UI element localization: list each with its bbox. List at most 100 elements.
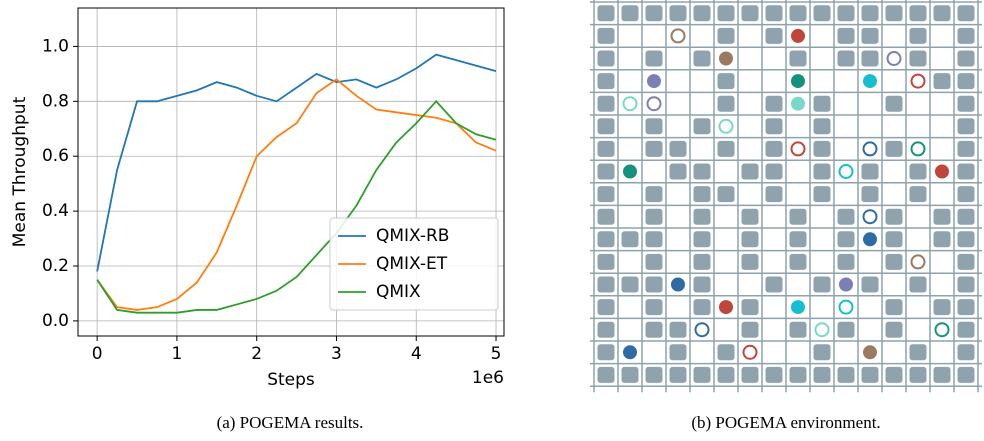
caption: (b) POGEMA environment. (691, 413, 880, 432)
obstacle (813, 5, 831, 22)
obstacle (693, 186, 711, 203)
obstacle (957, 5, 975, 22)
obstacle (861, 186, 879, 203)
obstacle (669, 5, 687, 22)
y-tick-label: 0.6 (42, 146, 69, 166)
target (838, 299, 854, 315)
obstacle (933, 299, 951, 316)
obstacle (669, 163, 687, 180)
x-tick-label: 2 (251, 344, 262, 364)
obstacle (741, 163, 759, 180)
obstacle (909, 5, 927, 22)
obstacle (693, 366, 711, 383)
obstacle (597, 118, 615, 135)
obstacle (957, 231, 975, 248)
obstacle (885, 140, 903, 157)
obstacle (957, 276, 975, 293)
agent (647, 74, 661, 89)
target (694, 322, 710, 338)
y-axis-label: Mean Throughput (10, 96, 30, 247)
obstacle (957, 321, 975, 338)
obstacle (813, 186, 831, 203)
obstacle (645, 118, 663, 135)
obstacle (741, 231, 759, 248)
obstacle (957, 366, 975, 383)
obstacle (813, 163, 831, 180)
obstacle (765, 276, 783, 293)
target (814, 322, 830, 338)
obstacle (645, 321, 663, 338)
obstacle (837, 231, 855, 248)
obstacle (597, 27, 615, 44)
obstacle (933, 231, 951, 248)
obstacle (957, 140, 975, 157)
obstacle (789, 321, 807, 338)
obstacle (789, 366, 807, 383)
agent (791, 96, 805, 111)
y-tick-label: 0.8 (42, 91, 69, 111)
obstacle (621, 231, 639, 248)
obstacle (621, 366, 639, 383)
obstacle (597, 140, 615, 157)
line (96, 53, 497, 272)
obstacle (645, 299, 663, 316)
obstacle (645, 50, 663, 67)
obstacle (765, 186, 783, 203)
obstacle (597, 186, 615, 203)
obstacle (717, 5, 735, 22)
obstacle (909, 186, 927, 203)
obstacle (717, 186, 735, 203)
obstacle (645, 253, 663, 270)
obstacle (717, 95, 735, 112)
legend-label: QMIX-ET (376, 254, 448, 274)
obstacle (813, 276, 831, 293)
obstacle (813, 95, 831, 112)
obstacle (885, 208, 903, 225)
obstacle (597, 231, 615, 248)
obstacle (885, 253, 903, 270)
obstacle (885, 366, 903, 383)
obstacle (645, 366, 663, 383)
obstacle (597, 5, 615, 22)
obstacle (597, 344, 615, 361)
obstacle (597, 366, 615, 383)
obstacle (741, 321, 759, 338)
obstacle (957, 208, 975, 225)
obstacle (861, 50, 879, 67)
agent (623, 164, 637, 179)
obstacle (789, 5, 807, 22)
obstacle (765, 366, 783, 383)
obstacle (645, 276, 663, 293)
obstacle (813, 344, 831, 361)
line (96, 78, 497, 311)
agent (623, 345, 637, 360)
obstacle (741, 366, 759, 383)
obstacle (933, 73, 951, 90)
target (718, 118, 734, 134)
obstacle (909, 163, 927, 180)
obstacle (693, 118, 711, 135)
target (862, 141, 878, 157)
obstacle (885, 299, 903, 316)
obstacle (717, 140, 735, 157)
obstacle (837, 27, 855, 44)
y-tick-label: 1.0 (42, 36, 69, 56)
obstacle (789, 231, 807, 248)
target (838, 164, 854, 179)
target (910, 141, 926, 157)
obstacle (741, 299, 759, 316)
obstacle (909, 366, 927, 383)
x-tick-label: 4 (411, 344, 422, 364)
obstacle (909, 27, 927, 44)
obstacle (861, 5, 879, 22)
obstacle (957, 50, 975, 67)
target (646, 96, 662, 112)
obstacle (933, 5, 951, 22)
obstacle (717, 344, 735, 361)
obstacle (861, 163, 879, 180)
x-offset-label: 1e6 (472, 368, 504, 388)
target (886, 51, 902, 66)
obstacle (813, 140, 831, 157)
obstacle (909, 276, 927, 293)
